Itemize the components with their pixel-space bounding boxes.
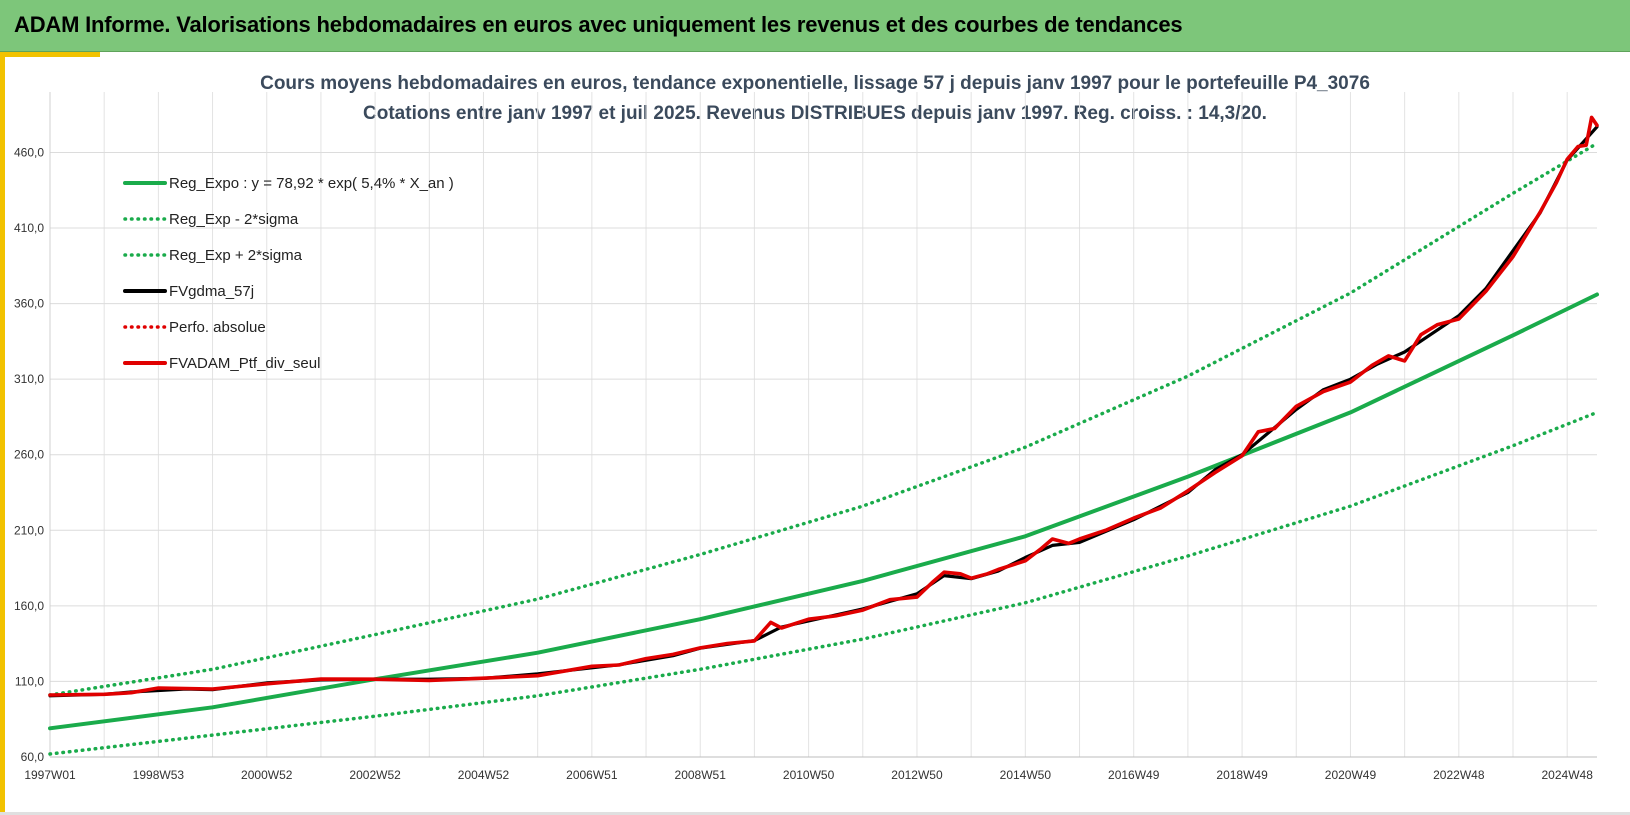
x-tick-label: 2020W49 (1325, 768, 1377, 782)
chart-title: Cours moyens hebdomadaires en euros, ten… (260, 73, 1370, 94)
x-tick-label: 2008W51 (675, 768, 727, 782)
x-tick-label: 2004W52 (458, 768, 510, 782)
x-tick-label: 2024W48 (1542, 768, 1594, 782)
x-tick-label: 2002W52 (349, 768, 401, 782)
y-tick-label: 60,0 (21, 750, 45, 764)
x-tick-label: 2016W49 (1108, 768, 1160, 782)
x-tick-label: 1998W53 (133, 768, 185, 782)
series-line-2 (48, 141, 1599, 697)
chart-subtitle: Cotations entre janv 1997 et juil 2025. … (363, 103, 1267, 124)
legend-label: Reg_Expo : y = 78,92 * exp( 5,4% * X_an … (169, 175, 454, 192)
legend-label: FVgdma_57j (169, 283, 254, 300)
legend-label: FVADAM_Ptf_div_seul (169, 355, 320, 372)
y-tick-label: 460,0 (14, 145, 44, 159)
frame-accent (0, 52, 100, 57)
series-line-0 (48, 292, 1599, 731)
chart-frame (0, 52, 1630, 815)
x-tick-label: 2022W48 (1433, 768, 1485, 782)
report-title: ADAM Informe. Valorisations hebdomadaire… (14, 12, 1183, 37)
y-tick-label: 210,0 (14, 523, 44, 537)
x-tick-label: 2014W50 (1000, 768, 1052, 782)
y-tick-label: 160,0 (14, 599, 44, 613)
legend-label: Perfo. absolue (169, 319, 266, 336)
y-tick-label: 360,0 (14, 297, 44, 311)
series-line-5 (48, 115, 1599, 697)
y-tick-label: 260,0 (14, 448, 44, 462)
x-tick-label: 2012W50 (891, 768, 943, 782)
legend-label: Reg_Exp + 2*sigma (169, 247, 303, 264)
x-tick-label: 1997W01 (24, 768, 76, 782)
x-tick-label: 2000W52 (241, 768, 293, 782)
y-tick-label: 410,0 (14, 221, 44, 235)
legend-label: Reg_Exp - 2*sigma (169, 211, 299, 228)
y-tick-label: 310,0 (14, 372, 44, 386)
x-tick-label: 2018W49 (1216, 768, 1268, 782)
x-tick-label: 2010W50 (783, 768, 835, 782)
frame-bottom-border (0, 812, 1630, 815)
report-banner: ADAM Informe. Valorisations hebdomadaire… (0, 0, 1630, 52)
y-tick-label: 110,0 (15, 674, 44, 688)
x-tick-label: 2006W51 (566, 768, 618, 782)
series-line-1 (48, 410, 1599, 756)
